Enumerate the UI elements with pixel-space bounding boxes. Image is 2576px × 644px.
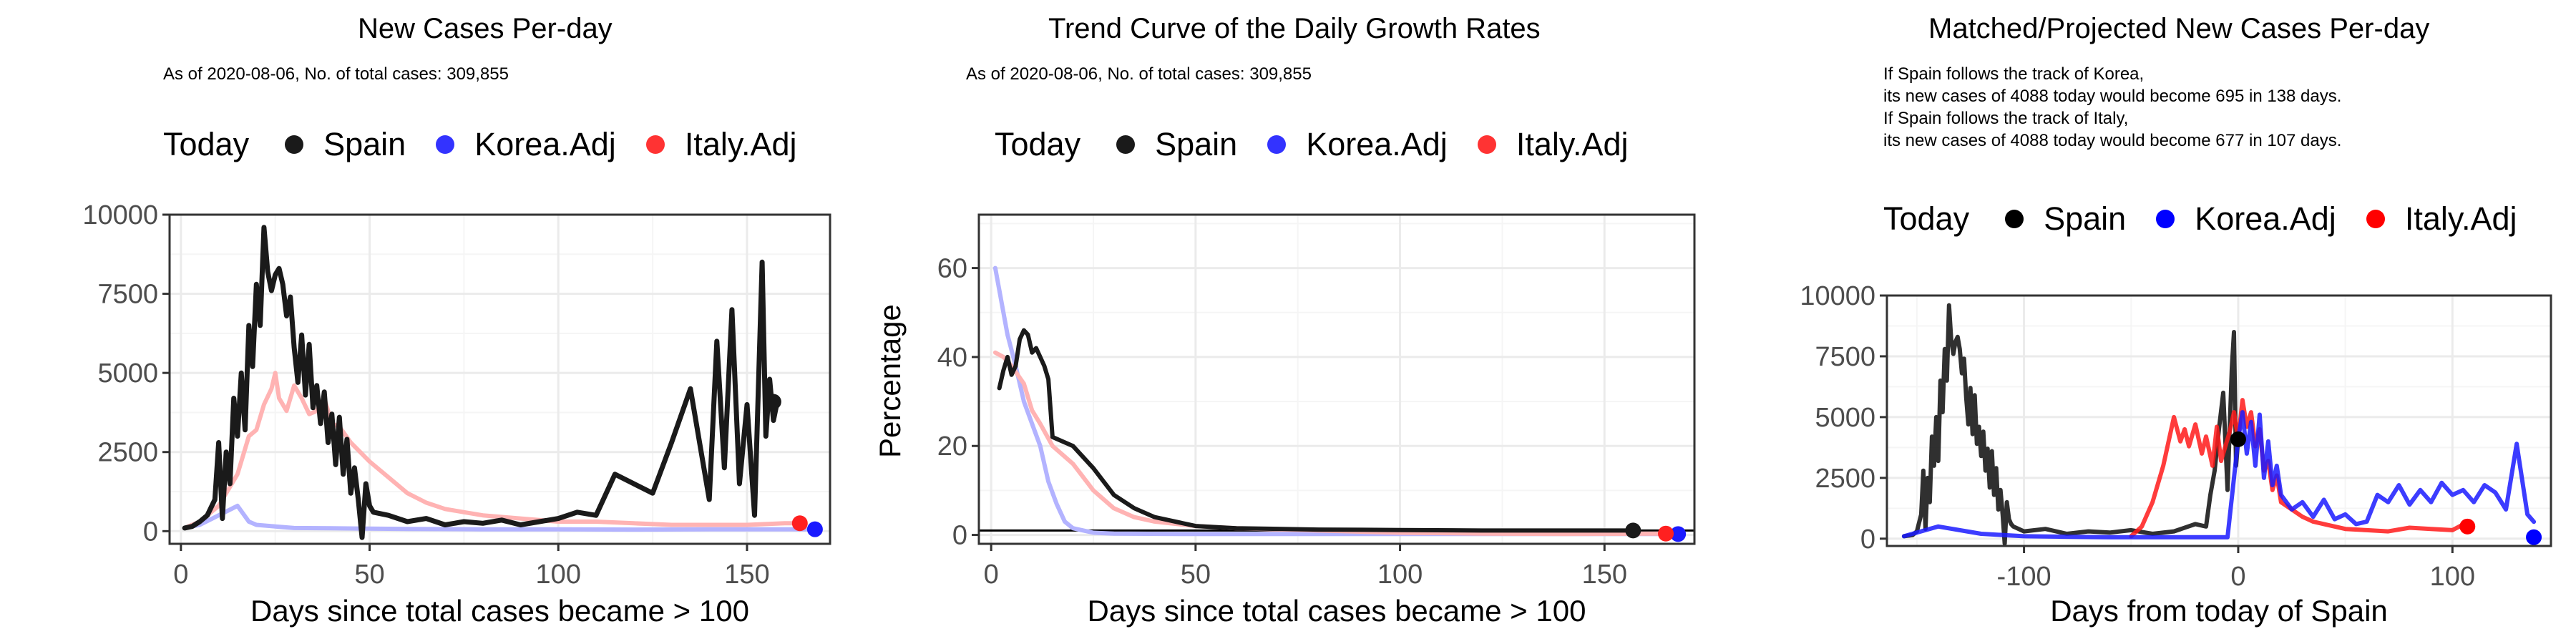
legend-label: Italy.Adj	[684, 126, 797, 162]
series-line-korea-adj	[182, 503, 817, 532]
y-tick-label: 2500	[1815, 464, 1875, 494]
plot-border	[1885, 294, 2552, 547]
legend-dot-korea	[2156, 210, 2175, 228]
legend-dot-korea	[436, 135, 455, 154]
y-tick-label: 20	[937, 431, 967, 462]
panel-growth-rates: Trend Curve of the Daily Growth Rates As…	[859, 0, 1717, 644]
legend-item-korea: Korea.Adj	[2156, 200, 2336, 238]
legend-label: Italy.Adj	[1516, 126, 1629, 162]
legend: Today Spain Korea.Adj Italy.Adj	[1883, 200, 2547, 238]
plot-area: 0 50 100 150 0 2500 5000 7500 10000	[82, 200, 831, 590]
x-tick-label: 0	[173, 560, 188, 590]
y-tick-label: 0	[143, 517, 158, 547]
legend-item-korea: Korea.Adj	[1267, 126, 1448, 163]
plot-area: -100 0 100 0 2500 5000 7500 10000	[1800, 281, 2552, 592]
series-line-spain	[1901, 303, 2240, 546]
legend-label: Korea.Adj	[474, 126, 616, 162]
y-tick-label: 40	[937, 343, 967, 373]
y-tick-label: 7500	[1815, 342, 1875, 372]
x-axis-label: Days from today of Spain	[2050, 594, 2388, 628]
x-tick-label: 100	[2430, 562, 2475, 592]
y-tick-label: 5000	[1815, 403, 1875, 433]
series-line-italy-adj	[2129, 398, 2470, 539]
legend-title: Today	[1883, 200, 1970, 237]
today-marker-italy-adj	[791, 515, 808, 532]
chart-title: Matched/Projected New Cases Per-day	[1928, 13, 2430, 44]
y-tick-label: 10000	[1800, 281, 1875, 311]
legend-item-korea: Korea.Adj	[436, 126, 616, 163]
y-tick-label: 5000	[97, 358, 158, 389]
legend-item-italy: Italy.Adj	[2366, 200, 2517, 238]
legend-dot-spain	[285, 135, 304, 154]
y-tick-label: 7500	[97, 280, 158, 310]
x-tick-label: 100	[536, 560, 581, 590]
today-marker-italy-adj	[1658, 525, 1674, 542]
x-tick-label: 0	[984, 560, 999, 590]
series-line-spain	[182, 225, 780, 540]
x-tick-label: 150	[1582, 560, 1627, 590]
legend-title: Today	[163, 126, 250, 162]
legend-dot-italy	[1477, 135, 1496, 154]
today-marker-spain	[1625, 522, 1641, 539]
x-tick-label: -100	[1997, 562, 2051, 592]
y-tick-label: 0	[952, 521, 967, 551]
legend-dot-italy	[2366, 210, 2385, 228]
today-marker-spain	[765, 394, 781, 410]
legend: Today Spain Korea.Adj Italy.Adj	[163, 126, 827, 163]
legend-item-spain: Spain	[1116, 126, 1237, 163]
y-tick-label: 10000	[82, 200, 158, 230]
legend: Today Spain Korea.Adj Italy.Adj	[995, 126, 1659, 163]
today-marker-italy-adj	[2459, 518, 2476, 535]
legend-label: Italy.Adj	[2404, 200, 2517, 237]
chart-title: Trend Curve of the Daily Growth Rates	[1048, 13, 1541, 44]
plot-area: 0 50 100 150 0 20 40 60	[937, 213, 1696, 590]
legend-label: Korea.Adj	[2195, 200, 2336, 237]
x-tick-label: 0	[2230, 562, 2245, 592]
y-tick-label: 60	[937, 254, 967, 284]
chart-subtitle: As of 2020-08-06, No. of total cases: 30…	[966, 64, 1312, 84]
legend-title: Today	[995, 126, 1081, 162]
chart-subtitle-line: its new cases of 4088 today would become…	[1883, 131, 2342, 150]
legend-dot-italy	[645, 135, 665, 154]
panel-new-cases: New Cases Per-day As of 2020-08-06, No. …	[0, 0, 859, 644]
chart-subtitle-line: If Spain follows the track of Korea,	[1883, 64, 2145, 84]
series-line-italy-adj	[992, 350, 1668, 537]
legend-dot-spain	[2005, 210, 2024, 228]
series-line-spain	[997, 328, 1636, 533]
series-line-korea-adj	[1901, 410, 2537, 540]
panel-projected-cases: Matched/Projected New Cases Per-day If S…	[1717, 0, 2576, 644]
x-tick-label: 100	[1377, 560, 1423, 590]
plot-border	[977, 213, 1696, 545]
legend-item-italy: Italy.Adj	[645, 126, 797, 163]
x-tick-label: 50	[1181, 560, 1211, 590]
today-marker-spain	[2230, 431, 2246, 447]
plot-border	[168, 213, 831, 545]
legend-label: Korea.Adj	[1306, 126, 1448, 162]
x-tick-label: 50	[354, 560, 384, 590]
legend-item-spain: Spain	[285, 126, 406, 163]
y-tick-label: 2500	[97, 438, 158, 468]
x-axis-label: Days since total cases became > 100	[1087, 594, 1586, 628]
today-marker-korea-adj	[2526, 529, 2542, 545]
series-line-korea-adj	[992, 265, 1681, 537]
legend-dot-korea	[1267, 135, 1287, 154]
legend-dot-spain	[1116, 135, 1136, 154]
today-marker-korea-adj	[806, 521, 823, 537]
chart-subtitle-line: its new cases of 4088 today would become…	[1883, 87, 2342, 106]
x-tick-label: 150	[724, 560, 769, 590]
chart-subtitle-line: If Spain follows the track of Italy,	[1883, 109, 2129, 128]
today-marker-korea-adj	[1670, 526, 1687, 542]
legend-label: Spain	[1155, 126, 1238, 162]
chart-title: New Cases Per-day	[358, 13, 613, 44]
legend-item-spain: Spain	[2005, 200, 2126, 238]
legend-label: Spain	[323, 126, 406, 162]
legend-label: Spain	[2044, 200, 2127, 237]
chart-subtitle: As of 2020-08-06, No. of total cases: 30…	[163, 64, 509, 84]
legend-item-italy: Italy.Adj	[1477, 126, 1629, 163]
x-axis-label: Days since total cases became > 100	[250, 594, 749, 628]
y-tick-label: 0	[1860, 525, 1875, 555]
